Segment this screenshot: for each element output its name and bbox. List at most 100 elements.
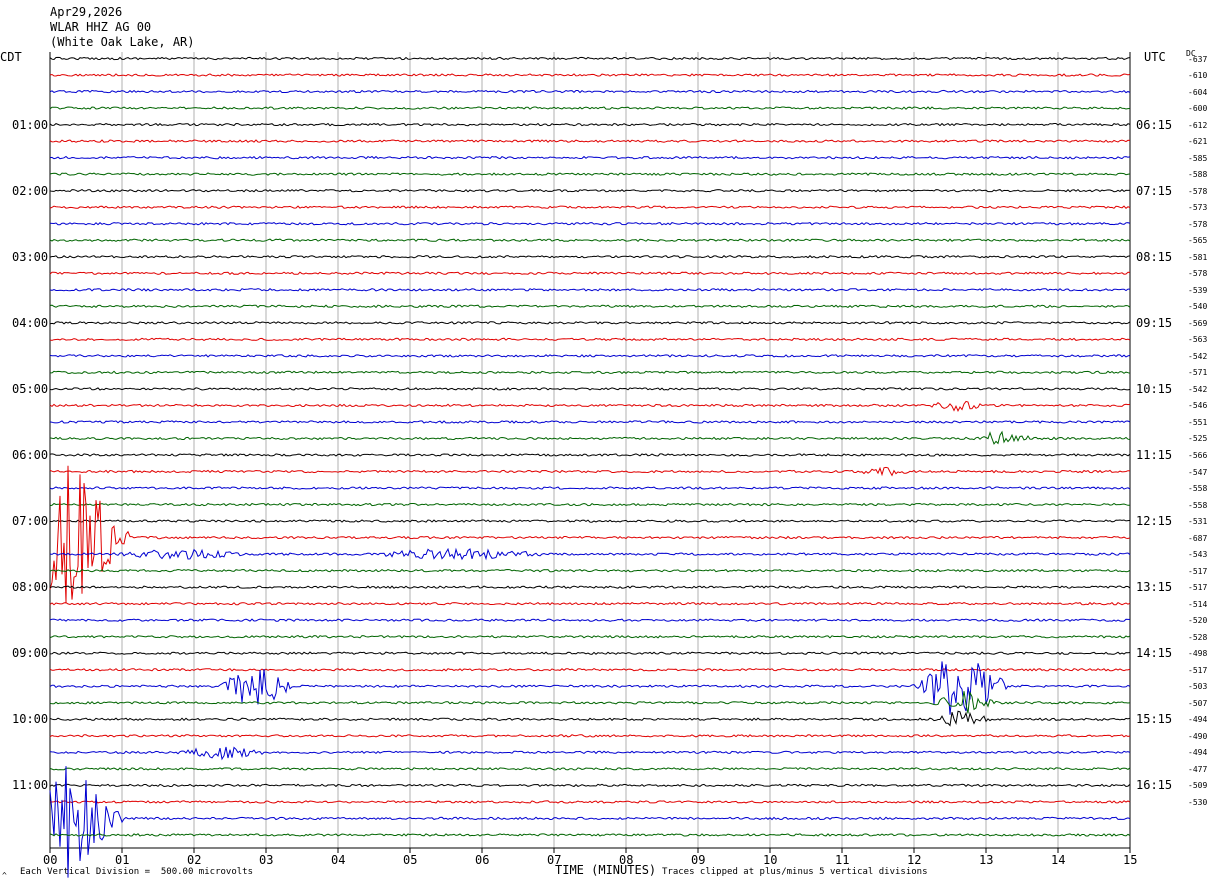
x-tick-label: 12: [907, 853, 922, 867]
dc-offset-label: -498: [1188, 649, 1208, 659]
trace-35: [49, 618, 1131, 622]
dc-offset-label: -551: [1188, 417, 1208, 427]
trace-38: [49, 668, 1131, 672]
dc-offset-label: -517: [1188, 583, 1208, 593]
dc-offset-label: -507: [1188, 698, 1208, 708]
x-tick-label: 08: [619, 853, 634, 867]
scale-note: Each Vertical Division = 500.00 microvol…: [20, 867, 253, 877]
dc-label: DC: [1186, 49, 1196, 58]
cdt-time-label: 10:00: [12, 712, 49, 727]
trace-8: [49, 172, 1131, 176]
dc-offset-label: -543: [1188, 550, 1208, 560]
trace-18: [49, 337, 1131, 342]
dc-offset-label: -581: [1188, 252, 1208, 262]
trace-31: [49, 547, 1131, 561]
cdt-time-label: 02:00: [12, 183, 49, 198]
x-tick-label: 10: [763, 853, 778, 867]
trace-24: [49, 430, 1131, 445]
dc-offset-label: -610: [1188, 71, 1208, 81]
utc-time-label: 07:15: [1136, 183, 1173, 198]
trace-46: [49, 800, 1131, 804]
utc-time-label: 15:15: [1136, 712, 1173, 727]
utc-label: UTC: [1144, 50, 1166, 64]
x-tick-label: 04: [331, 853, 346, 867]
x-tick-label: 07: [547, 853, 562, 867]
x-tick-label: 06: [475, 853, 490, 867]
cdt-time-label: 04:00: [12, 315, 49, 330]
dc-offset-label: -578: [1188, 219, 1208, 229]
dc-offset-label: -531: [1188, 517, 1208, 527]
dc-offset-label: -517: [1188, 566, 1208, 576]
dc-offset-label: -588: [1188, 170, 1208, 180]
dc-offset-label: -542: [1188, 351, 1208, 361]
trace-17: [49, 321, 1131, 325]
trace-30: [49, 465, 1131, 603]
dc-offset-label: -525: [1188, 434, 1208, 444]
trace-39: [49, 661, 1131, 715]
trace-45: [49, 783, 1131, 788]
x-tick-label: 01: [115, 853, 130, 867]
dc-offset-label: -494: [1188, 748, 1208, 758]
utc-time-label: 06:15: [1136, 117, 1173, 132]
dc-offset-label: -621: [1188, 137, 1208, 147]
trace-27: [49, 486, 1131, 490]
trace-21: [49, 387, 1131, 391]
trace-48: [49, 833, 1131, 837]
dc-offset-label: -637: [1188, 54, 1208, 64]
trace-37: [49, 651, 1131, 656]
station-name: WLAR HHZ AG 00: [50, 20, 152, 34]
dc-offset-label: -571: [1188, 368, 1208, 378]
trace-10: [49, 205, 1131, 209]
utc-time-label: 09:15: [1136, 315, 1173, 330]
cdt-time-label: 08:00: [12, 580, 49, 595]
dc-offset-label: -520: [1188, 616, 1208, 626]
x-axis-label: TIME (MINUTES): [555, 863, 657, 877]
trace-11: [49, 221, 1131, 226]
x-tick-label: 09: [691, 853, 706, 867]
trace-43: [49, 746, 1131, 761]
cdt-label: CDT: [0, 50, 22, 64]
dc-offset-label: -558: [1188, 484, 1208, 494]
trace-3: [49, 89, 1131, 94]
trace-6: [49, 139, 1131, 143]
dc-offset-label: -578: [1188, 269, 1208, 279]
dc-offset-label: -490: [1188, 731, 1208, 741]
trace-4: [49, 106, 1131, 110]
dc-offset-label: -687: [1188, 533, 1208, 543]
trace-42: [49, 734, 1131, 738]
x-tick-label: 11: [835, 853, 850, 867]
x-tick-label: 05: [403, 853, 418, 867]
trace-13: [49, 254, 1131, 259]
dc-offset-label: -600: [1188, 104, 1208, 114]
dc-offset-label: -528: [1188, 632, 1208, 642]
dc-offset-label: -585: [1188, 153, 1208, 163]
utc-time-label: 14:15: [1136, 646, 1173, 661]
plot-date: Apr29,2026: [50, 5, 123, 19]
dc-offset-label: -517: [1188, 665, 1208, 675]
trace-2: [49, 73, 1131, 77]
cdt-time-label: 06:00: [12, 447, 49, 462]
trace-34: [49, 601, 1131, 606]
trace-7: [49, 155, 1131, 160]
dc-offset-label: -514: [1188, 599, 1208, 609]
station-location: (White Oak Lake, AR): [50, 35, 195, 49]
trace-9: [49, 188, 1131, 193]
clip-note: Traces clipped at plus/minus 5 vertical …: [662, 867, 928, 877]
x-tick-label: 00: [43, 853, 58, 867]
trace-14: [49, 271, 1131, 276]
utc-time-label: 13:15: [1136, 580, 1173, 595]
trace-32: [49, 568, 1131, 573]
trace-28: [49, 502, 1131, 507]
utc-time-label: 10:15: [1136, 381, 1173, 396]
trace-12: [49, 238, 1131, 243]
trace-5: [49, 122, 1131, 127]
trace-47: [49, 766, 1131, 878]
x-tick-label: 02: [187, 853, 202, 867]
dc-offset-label: -539: [1188, 285, 1208, 295]
dc-offset-label: -569: [1188, 318, 1208, 328]
dc-offset-label: -573: [1188, 203, 1208, 213]
cdt-time-label: 11:00: [12, 778, 49, 793]
cdt-time-label: 05:00: [12, 381, 49, 396]
trace-15: [49, 288, 1130, 292]
